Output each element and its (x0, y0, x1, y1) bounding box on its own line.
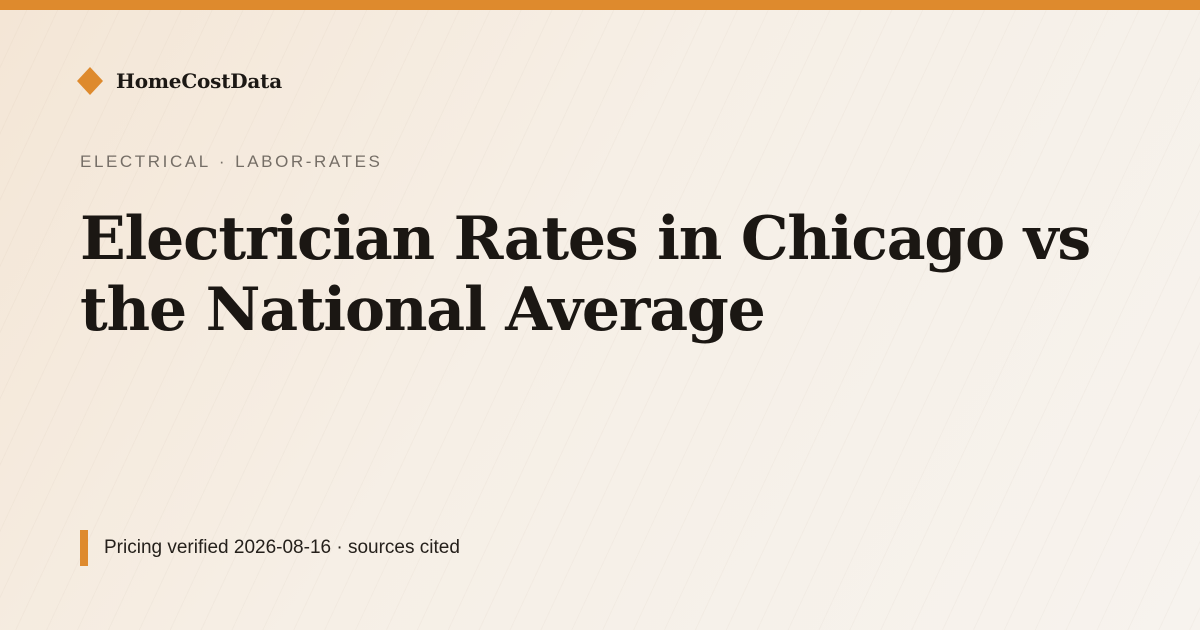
verification-note: Pricing verified 2026-08-16 · sources ci… (80, 530, 460, 566)
footer-accent-bar (80, 530, 88, 566)
brand-logo: HomeCostData (76, 66, 282, 96)
page-title: Electrician Rates in Chicago vs the Nati… (80, 204, 1091, 345)
category-secondary: LABOR-RATES (235, 152, 383, 171)
category-breadcrumb: ELECTRICAL · LABOR-RATES (80, 152, 382, 172)
brand-name: HomeCostData (116, 69, 282, 93)
verification-text: Pricing verified 2026-08-16 · sources ci… (104, 537, 460, 558)
category-primary: ELECTRICAL (80, 152, 211, 171)
category-separator: · (218, 152, 228, 171)
top-accent-bar (0, 0, 1200, 10)
diamond-icon (77, 67, 103, 95)
